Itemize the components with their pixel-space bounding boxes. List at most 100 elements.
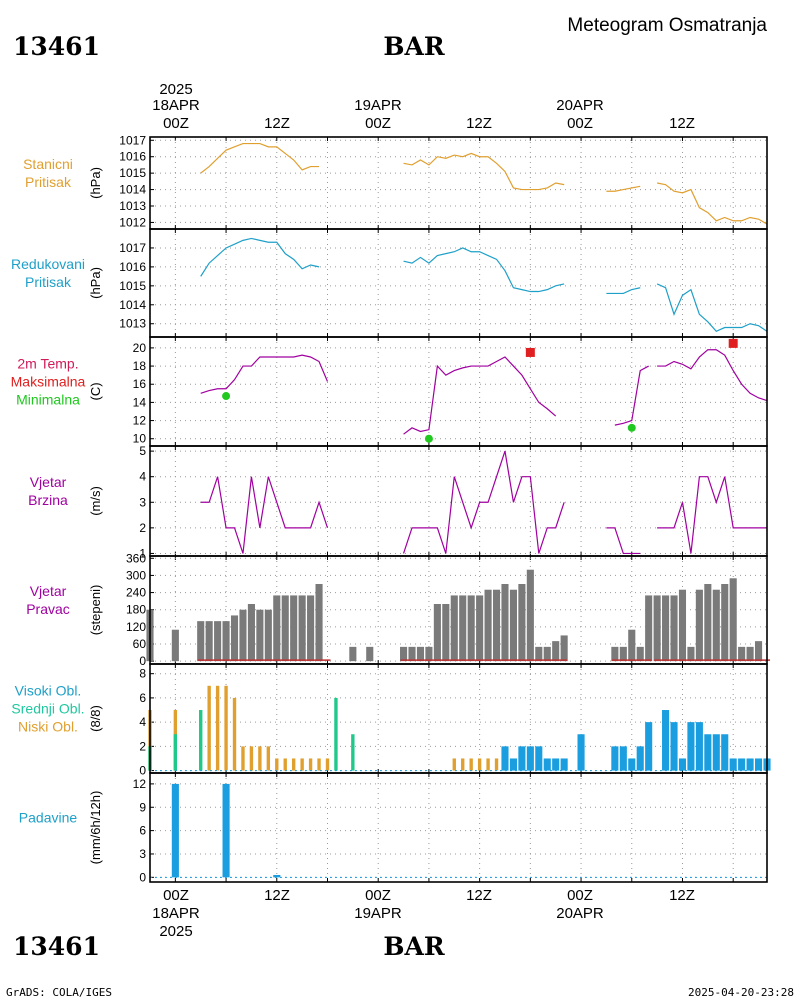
direction-bar (247, 604, 255, 662)
y-axis-label: (C) (88, 382, 103, 400)
cloud-bar (746, 758, 754, 771)
top-day-label-19: 19APR (354, 97, 402, 114)
station-id-top: 13461 (13, 32, 100, 61)
precip-bar (222, 783, 230, 878)
direction-bar (645, 595, 653, 662)
bottom-year-label: 2025 (159, 923, 192, 940)
cloud-bar (215, 685, 220, 771)
panel-label: Vjetar (30, 583, 67, 599)
y-tick-label: 1012 (119, 215, 146, 229)
y-tick-label: 3 (139, 495, 146, 509)
cloud-bar (275, 758, 279, 771)
direction-bar (636, 646, 644, 662)
panel-padavine: 0 3 6 9 12 (mm/6h/12h) Padavine (19, 772, 768, 884)
cloud-bar (300, 758, 304, 771)
cloud-bar (560, 758, 568, 771)
direction-bar (492, 589, 501, 662)
y-tick-label: 10 (133, 432, 147, 446)
direction-bar (678, 589, 687, 662)
top-hour-label-12: 12Z (264, 115, 290, 132)
top-hour-label-24: 00Z (365, 115, 391, 132)
cloud-bar (535, 746, 543, 771)
cloud-bar (628, 758, 636, 771)
cloud-bar (704, 734, 712, 771)
cloud-bar (509, 758, 517, 771)
direction-bar (712, 589, 720, 662)
direction-bar (518, 584, 526, 662)
cloud-bar (611, 746, 619, 771)
cloud-bar (729, 758, 737, 771)
panel-frame (149, 336, 768, 447)
series-line (200, 354, 329, 394)
direction-bar (619, 646, 627, 662)
panel-label: Stanicni (23, 156, 73, 172)
bottom-hour-label-0: 00Z (163, 887, 189, 904)
direction-bar (433, 604, 441, 662)
direction-bar (197, 621, 205, 662)
y-tick-label: 12 (133, 777, 147, 791)
y-tick-label: 2 (139, 521, 146, 535)
cloud-bar (721, 734, 729, 771)
y-tick-label: 1015 (119, 166, 146, 180)
series-line (402, 450, 565, 554)
y-tick-label: 4 (139, 715, 146, 729)
top-hour-label-36: 12Z (466, 115, 492, 132)
series-line (657, 476, 767, 554)
y-tick-label: 6 (139, 691, 146, 705)
panel-frame (149, 445, 768, 557)
direction-bar (307, 595, 315, 662)
y-tick-label: 12 (133, 414, 147, 428)
y-tick-label: 1016 (119, 150, 146, 164)
panel-label: Padavine (19, 810, 78, 826)
cloud-bar (173, 734, 178, 771)
panels-group: 101210131014101510161017(hPa)StanicniPri… (11, 133, 771, 884)
y-tick-label: 9 (139, 800, 146, 814)
y-tick-label: 18 (133, 359, 147, 373)
y-tick-label: 60 (133, 637, 147, 651)
y-axis-label: (hPa) (88, 267, 103, 299)
panel-label: Srednji Obl. (11, 701, 84, 717)
direction-bar (408, 646, 416, 662)
direction-bar (290, 595, 298, 662)
panel-frame (149, 228, 768, 338)
direction-bar (273, 595, 281, 662)
cloud-bar (754, 758, 763, 771)
direction-bar (425, 646, 433, 662)
cloud-bar (619, 746, 627, 771)
y-tick-label: 360 (126, 551, 146, 565)
min-temp-marker (222, 392, 231, 401)
station-name-bottom: BAR (383, 932, 445, 961)
cloud-bar (543, 758, 551, 771)
panel-label: Brzina (28, 492, 68, 508)
cloud-bar (325, 758, 330, 771)
y-tick-label: 6 (139, 824, 146, 838)
cloud-bar (526, 746, 534, 771)
cloud-bar (662, 710, 670, 771)
cloud-bar (199, 710, 203, 771)
cloud-bar (452, 758, 456, 771)
panel-frame (149, 772, 768, 883)
direction-bar (416, 646, 425, 662)
y-tick-label: 180 (126, 603, 146, 617)
direction-bar (476, 595, 484, 662)
direction-bar (467, 595, 475, 662)
panel-label: Vjetar (30, 474, 67, 490)
y-axis-label: (mm/6h/12h) (88, 791, 103, 865)
direction-bar (501, 584, 509, 662)
direction-bar (552, 641, 560, 662)
y-axis-label: (8/8) (88, 705, 103, 732)
top-day-label-18: 18APR (152, 97, 200, 114)
direction-bar (535, 646, 543, 662)
direction-bar (298, 595, 306, 662)
panel-temperatura: 10 12 14 16 18 20 (C) 2m Temp. Maksimalna Minimal… (11, 336, 768, 447)
bottom-hour-label-48: 00Z (567, 887, 593, 904)
top-year-label: 2025 (159, 81, 192, 98)
series-line (403, 152, 565, 191)
cloud-bar (687, 722, 695, 771)
cloud-bar (461, 758, 465, 771)
panel-oblaci: 0 2 4 6 8 (8/8) Visoki Obl. Srednji Obl. Niski O… (11, 663, 771, 778)
series-line (606, 527, 641, 555)
direction-bar (653, 595, 661, 662)
direction-bar (662, 595, 670, 662)
cloud-bar (518, 746, 526, 771)
